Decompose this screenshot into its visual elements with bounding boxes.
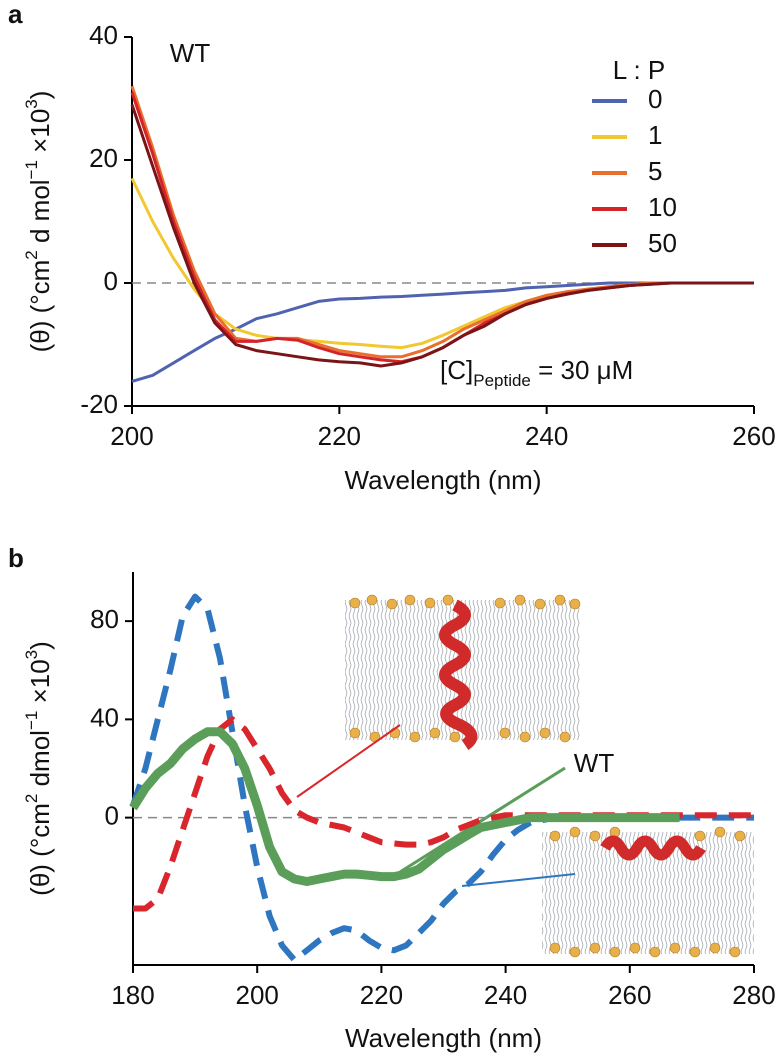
y-axis-label-part: 3 (22, 650, 41, 659)
y-axis-label-part: 3 (22, 99, 41, 108)
y-tick-label: 80 (90, 604, 119, 634)
y-axis-label-part: ×10 (25, 659, 55, 710)
legend-label: 0 (648, 84, 662, 114)
y-axis-label: (θ) (°cm2 dmol−1 ×103) (22, 641, 55, 896)
y-axis-label-part: dmol (25, 730, 55, 794)
y-axis-label-part: 2 (22, 794, 41, 803)
pointer-line (296, 724, 401, 798)
y-axis-label-part: 2 (22, 250, 41, 259)
pointer-line (461, 873, 576, 887)
y-tick-label: 40 (90, 702, 119, 732)
x-axis-label: Wavelength (nm) (345, 1023, 542, 1053)
y-tick-label: 20 (89, 143, 118, 173)
x-tick-label: 260 (732, 421, 775, 451)
annotation: WT (170, 38, 211, 68)
x-tick-label: 220 (360, 980, 403, 1010)
legend-label: 10 (648, 192, 677, 222)
series-annotation: WT (574, 748, 615, 778)
x-tick-label: 240 (484, 980, 527, 1010)
y-axis-label: (θ) (°cm2 d mol−1 ×103) (22, 91, 55, 353)
legend-label: 50 (648, 228, 677, 258)
annotation-part: Peptide (473, 371, 531, 390)
x-tick-label: 180 (111, 980, 154, 1010)
legend-title: L : P (613, 55, 666, 85)
x-tick-label: 280 (732, 980, 775, 1010)
annotation-part: [C] (440, 355, 473, 385)
legend-label: 5 (648, 156, 662, 186)
y-axis-label-part: d mol (25, 179, 55, 250)
x-axis-label: Wavelength (nm) (345, 465, 542, 495)
y-axis-label-part: ) (25, 641, 55, 650)
membrane-horizontal (542, 826, 754, 958)
x-tick-label: 220 (318, 421, 361, 451)
x-tick-label: 240 (525, 421, 568, 451)
x-tick-label: 260 (608, 980, 651, 1010)
panel-label: b (8, 543, 24, 573)
y-axis-label-part: (θ) (°cm (25, 803, 55, 896)
y-axis-label-part: ×10 (25, 109, 55, 160)
series-line (130, 104, 754, 368)
legend-label: 1 (648, 120, 662, 150)
annotation-part: = 30 μM (531, 355, 633, 385)
y-axis-label-part: −1 (22, 711, 41, 730)
membrane-vertical (345, 594, 581, 750)
panel-label: a (8, 0, 23, 29)
annotation: [C]Peptide = 30 μM (440, 355, 633, 390)
series-line (129, 727, 680, 886)
y-tick-label: 0 (104, 266, 118, 296)
y-tick-label: -20 (80, 389, 118, 419)
y-axis-label-part: ) (25, 91, 55, 100)
y-axis-label-part: −1 (22, 160, 41, 179)
series-line (133, 716, 754, 912)
pointer-line (399, 766, 566, 874)
x-tick-label: 200 (110, 421, 153, 451)
x-tick-label: 200 (236, 980, 279, 1010)
y-tick-label: 40 (89, 20, 118, 50)
y-tick-label: 0 (105, 801, 119, 831)
y-axis-label-part: (θ) (°cm (25, 260, 55, 353)
